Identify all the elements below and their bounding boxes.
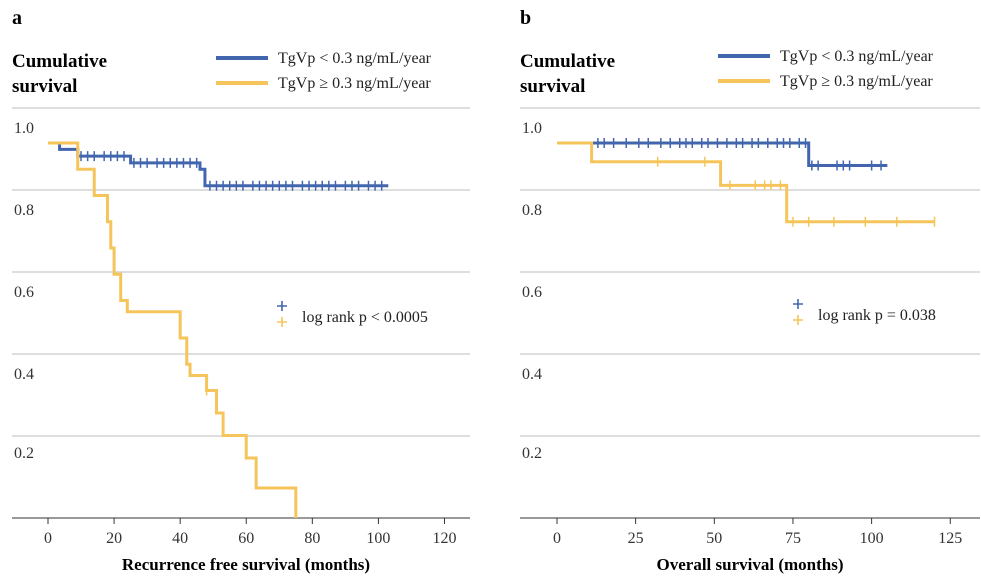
x-axis-label: Recurrence free survival (months) [122,555,370,574]
legend-label: TgVp < 0.3 ng/mL/year [278,50,432,67]
y-tick-label: 0.2 [522,445,542,462]
survival-curve-high [48,141,298,518]
logrank-annotation: log rank p = 0.038 [818,307,936,324]
x-tick-label: 100 [366,530,390,547]
y-axis-label: Cumulative [12,51,107,72]
y-tick-label: 0.8 [14,202,34,219]
y-tick-label: 1.0 [522,120,542,137]
x-tick-label: 120 [432,530,456,547]
y-axis-label-line2: survival [12,76,77,97]
x-tick-label: 0 [553,530,561,547]
x-tick-label: 125 [938,530,962,547]
x-tick-label: 0 [44,530,52,547]
annotation-marker [277,301,287,311]
survival-curve-low [557,141,888,167]
x-tick-label: 80 [304,530,320,547]
x-tick-label: 25 [628,530,644,547]
x-tick-label: 50 [706,530,722,547]
y-axis-label: Cumulative [520,51,615,72]
y-axis-label-line2: survival [520,76,585,97]
y-tick-label: 0.2 [14,445,34,462]
panel-b: b Cumulative survival 1.0 0.8 0.6 0.4 0.2 0 25 50 7… [520,7,980,574]
x-tick-label: 40 [172,530,188,547]
x-tick-label: 60 [238,530,254,547]
y-tick-label: 0.4 [522,366,542,383]
legend-label: TgVp < 0.3 ng/mL/year [780,48,934,65]
panel-letter: a [12,7,22,29]
x-axis-label: Overall survival (months) [657,555,844,574]
logrank-annotation: log rank p < 0.0005 [302,309,428,326]
y-tick-label: 1.0 [14,120,34,137]
x-tick-label: 20 [106,530,122,547]
y-tick-label: 0.6 [522,284,542,301]
x-tick-label: 75 [785,530,801,547]
y-tick-label: 0.4 [14,366,34,383]
survival-curve-low [48,141,389,188]
survival-curve-high [557,141,935,224]
legend-label: TgVp ≥ 0.3 ng/mL/year [780,73,933,90]
legend-label: TgVp ≥ 0.3 ng/mL/year [278,75,431,92]
annotation-marker [793,315,803,325]
y-tick-label: 0.8 [522,202,542,219]
panel-a: a Cumulative survival 1.0 0.8 0.6 0.4 0.2 0 20 40 6… [12,7,470,574]
y-tick-label: 0.6 [14,284,34,301]
x-tick-label: 100 [860,530,884,547]
annotation-marker [793,299,803,309]
annotation-marker [277,317,287,327]
panel-letter: b [520,7,531,29]
